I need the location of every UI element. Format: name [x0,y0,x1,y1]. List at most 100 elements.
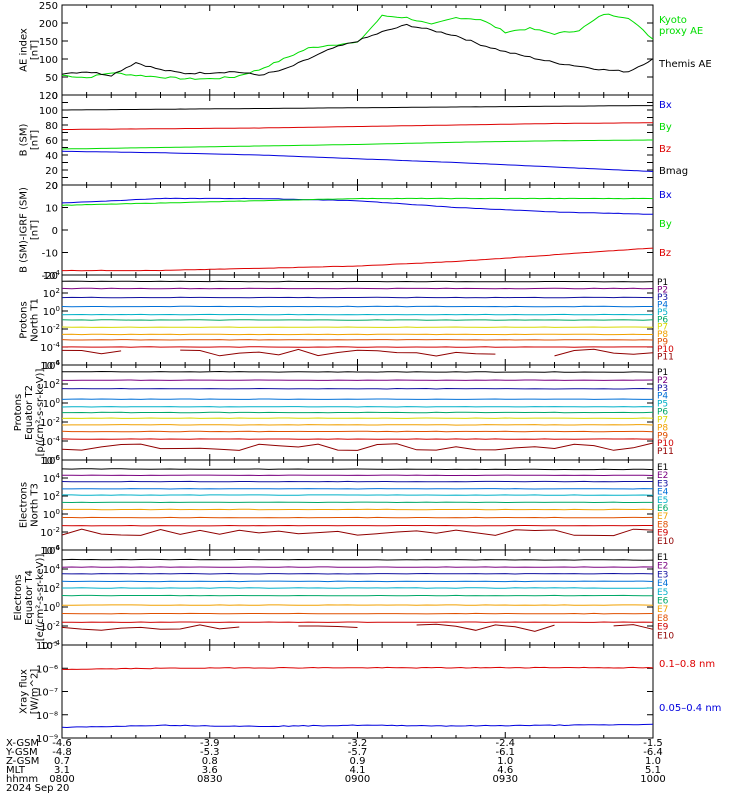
y-tick-label: -10 [42,249,58,260]
panel-frame [62,550,653,645]
channel-line-e1 [62,559,653,560]
y-tick-label: 10⁻⁵ [36,641,58,652]
y-axis-title: North T3 [30,483,41,527]
legend-label: By [659,219,672,230]
y-axis-title: Electrons [13,574,24,620]
legend-label: proxy AE [659,26,703,37]
channel-line-p11 [62,350,121,353]
y-axis-title: North T1 [30,298,41,342]
y-tick-label: 10 [45,204,58,215]
legend-label: Bmag [659,166,688,177]
y-tick-label: 10-2 [40,323,60,336]
y-tick-label: 10-2 [40,526,60,539]
legend-label: Bz [659,144,671,155]
date-label: 2024 Sep 20 [6,783,69,794]
y-axis-title: [p/(cm²-s-sr-keV)] [35,369,46,457]
channel-line-e10 [417,624,555,631]
series-line-0-05-0-4-nm [62,724,653,727]
channel-line-e10 [62,625,239,630]
y-axis-title: Protons [19,301,30,338]
x-row-value: 0900 [345,774,370,785]
channel-line-e1 [62,469,653,470]
legend-label: Bx [659,100,672,111]
channel-line-e10 [614,625,653,630]
channel-line-e10 [62,529,653,536]
y-axis-title: [nT] [30,40,41,60]
channel-line-e3 [62,574,653,575]
legend-label: Bx [659,190,672,201]
x-row-value: 0830 [197,774,222,785]
channel-line-p11 [180,349,495,356]
y-tick-label: 200 [39,19,58,30]
legend-label: 0.05–0.4 nm [659,703,721,714]
y-tick-label: 102 [43,287,60,300]
y-tick-label: 106 [43,454,61,467]
y-tick-label: 150 [39,37,58,48]
series-line-bz [62,248,653,271]
y-tick-label: 100 [39,106,58,117]
y-tick-label: 102 [43,490,60,503]
y-tick-label: 0 [52,226,58,237]
y-tick-label: 250 [39,1,58,12]
channel-line-p1 [62,372,653,373]
y-tick-label: 60 [45,136,58,147]
y-tick-label: 100 [43,508,60,521]
channel-line-p11 [555,349,654,356]
y-tick-label: 100 [39,55,58,66]
y-axis-title: Electrons [19,482,30,528]
legend-label: Bz [659,248,671,259]
y-axis-title: B (SM)-IGRF (SM) [19,187,30,273]
y-tick-label: 50 [45,73,58,84]
channel-line-p11 [62,443,653,450]
series-line-0-1-0-8-nm [62,667,653,669]
y-axis-title: Xray flux [19,669,30,714]
y-axis-title: [W/m^2] [30,669,41,715]
panel-frame [62,460,653,550]
channel-label: P11 [657,353,674,363]
channel-line-p8 [62,425,653,426]
channel-line-p3 [62,389,653,390]
y-axis-title: [nT] [30,130,41,150]
y-tick-label: 10-4 [40,341,60,354]
y-axis-title: [nT] [30,220,41,240]
panel-frame [62,645,653,738]
series-line-kyoto-proxy-ae [62,14,653,79]
legend-label: 0.1–0.8 nm [659,659,715,670]
y-tick-label: 120 [39,91,58,102]
series-line-by [62,140,653,149]
series-line-themis-ae [62,24,653,76]
y-axis-title: B (SM) [19,123,30,156]
legend-label: By [659,122,672,133]
channel-label: P11 [657,447,674,457]
legend-label: Kyoto [659,15,687,26]
y-tick-label: 80 [45,121,58,132]
series-line-bx [62,198,653,214]
series-line-bmag [62,106,653,110]
y-axis-title: AE index [19,28,30,72]
y-axis-title: [e/(cm²-s-sr-keV)] [35,554,46,642]
y-tick-label: 104 [43,472,61,485]
channel-line-e10 [298,626,357,628]
y-axis-title: Protons [13,394,24,431]
x-axis-annotations: X-GSM-4.6-3.9-3.2-2.4-1.5Y-GSM-4.8-5.3-5… [5,738,666,794]
channel-line-e8 [62,613,653,614]
series-line-bx [62,151,653,171]
channel-line-p1 [62,281,653,282]
legend-label: Themis AE [658,59,712,70]
y-axis-title: Equator T2 [24,385,35,440]
channel-label: E10 [657,631,674,641]
panel-frame [62,5,653,95]
x-row-value: 1000 [640,774,665,785]
channel-label: E10 [657,537,674,547]
channel-line-e4 [62,581,653,582]
